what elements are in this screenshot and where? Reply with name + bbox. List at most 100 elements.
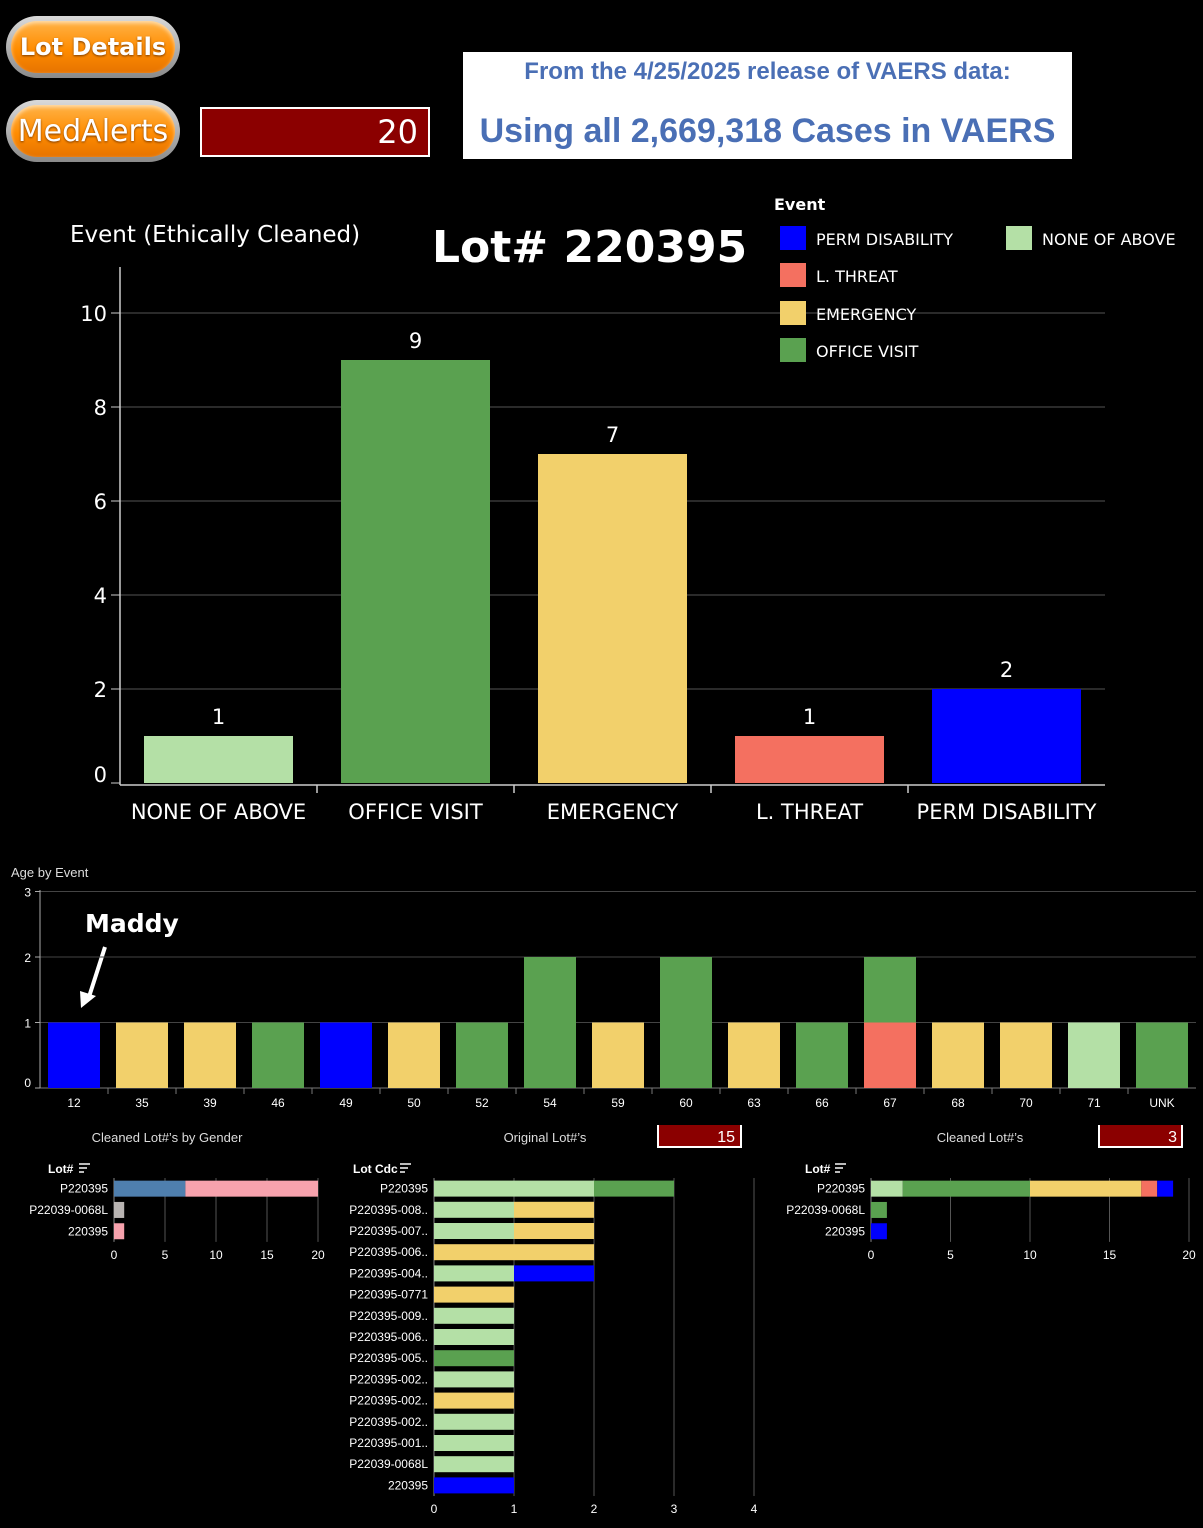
bar-perm-disability [932, 689, 1081, 783]
sort-icon[interactable] [79, 1163, 90, 1173]
h-bar-none-of-above [434, 1201, 514, 1218]
release-banner: From the 4/25/2025 release of VAERS data… [463, 52, 1072, 159]
h-row-label: P220395-008.. [349, 1203, 428, 1217]
maddy-arrow [80, 946, 107, 1008]
h-bar-none-of-above [871, 1180, 903, 1197]
h-bar-l-threat [1141, 1180, 1158, 1197]
main-y-tick-label: 8 [94, 396, 107, 420]
h-x-tick-label: 5 [162, 1248, 169, 1262]
legend-swatch-office-visit [780, 338, 806, 362]
medalerts-count-box: 20 [200, 107, 430, 157]
age-bar-46-office-visit [252, 1022, 304, 1088]
h-bar-female [114, 1223, 125, 1240]
age-x-label: 71 [1087, 1096, 1101, 1110]
age-bar-39-emergency [184, 1022, 236, 1088]
sort-icon[interactable] [400, 1163, 411, 1173]
h-bar-perm-disability [434, 1477, 514, 1494]
age-x-label: UNK [1149, 1096, 1174, 1110]
h-row-label: P220395 [380, 1182, 428, 1196]
age-x-label: 49 [339, 1096, 353, 1110]
age-bar-68-emergency [932, 1022, 984, 1088]
x-label-perm-disability: PERM DISABILITY [917, 800, 1097, 824]
h-row-label: P220395-001.. [349, 1436, 428, 1450]
main-y-tick-label: 0 [94, 763, 107, 787]
x-label-emergency: EMERGENCY [547, 800, 679, 824]
age-x-label: 70 [1019, 1096, 1033, 1110]
h-x-tick-label: 0 [111, 1248, 118, 1262]
h-bar-male [114, 1180, 186, 1197]
banner-line-1: From the 4/25/2025 release of VAERS data… [524, 58, 1011, 85]
h-row-label: P220395-007.. [349, 1224, 428, 1238]
legend-label-perm-disability: PERM DISABILITY [816, 230, 953, 249]
main-y-tick-label: 2 [94, 678, 107, 702]
lot-details-label: Lot Details [11, 21, 175, 73]
sort-icon[interactable] [835, 1163, 846, 1173]
cleaned-count-box [1098, 1125, 1183, 1148]
h-row-label: P220395-009.. [349, 1309, 428, 1323]
h-bar-emergency [434, 1286, 514, 1303]
age-bar-12-perm-disability [48, 1022, 100, 1088]
bar-l-threat [735, 736, 884, 783]
h-x-tick-label: 20 [311, 1248, 325, 1262]
age-y-tick-label: 1 [24, 1017, 31, 1031]
h-x-tick-label: 3 [671, 1502, 678, 1516]
age-bar-63-emergency [728, 1022, 780, 1088]
age-bar-unk-office-visit [1136, 1022, 1188, 1088]
bar-value-office-visit: 9 [409, 329, 422, 353]
h-bar-none-of-above [434, 1329, 514, 1345]
h-row-label: P220395-006.. [349, 1330, 428, 1344]
h-bar-office-visit [871, 1201, 887, 1218]
banner-line-2: Using all 2,669,318 Cases in VAERS [479, 112, 1056, 150]
h-row-label: P220395-002.. [349, 1394, 428, 1408]
age-bar-50-emergency [388, 1022, 440, 1088]
age-y-tick-label: 0 [24, 1076, 31, 1090]
cleaned-lots-chart: Cleaned Lot#’s 3 Lot# 0 5 10 15 20 P220395 P22… [786, 1125, 1196, 1262]
legend-swatch-perm-disability [780, 226, 806, 250]
event-chart-title: Lot# 220395 [432, 222, 747, 273]
h-x-tick-label: 15 [260, 1248, 274, 1262]
age-bar-70-emergency [1000, 1022, 1052, 1088]
legend-swatch-l-threat [780, 263, 806, 287]
bar-office-visit [341, 360, 490, 783]
h-row-label: 220395 [388, 1478, 428, 1492]
age-bar-71-none-of-above [1068, 1022, 1120, 1088]
age-x-label: 67 [883, 1096, 897, 1110]
h-x-tick-label: 15 [1103, 1248, 1117, 1262]
cleaned-count: 3 [1168, 1129, 1177, 1146]
bar-value-emergency: 7 [606, 423, 619, 447]
lot-details-button[interactable]: Lot Details [6, 16, 180, 78]
age-bar-59-emergency [592, 1022, 644, 1088]
original-chart-title: Original Lot#’s [504, 1130, 587, 1145]
legend-swatch-none-of-above [1006, 226, 1032, 250]
main-y-tick-label: 10 [80, 302, 107, 326]
age-y-tick-label: 3 [24, 886, 31, 900]
bar-none-of-above [144, 736, 293, 783]
medalerts-button[interactable]: MedAlerts [6, 100, 180, 162]
h-x-tick-label: 10 [1023, 1248, 1037, 1262]
original-count-box [657, 1125, 742, 1148]
legend-label-office-visit: OFFICE VISIT [816, 342, 919, 361]
h-bar-none-of-above [434, 1265, 514, 1282]
h-bar-perm-disability [514, 1265, 594, 1282]
h-row-label: P220395 [817, 1182, 865, 1196]
h-bar-none-of-above [434, 1413, 514, 1430]
h-row-label: P22039-0068L [29, 1203, 108, 1217]
age-x-label: 35 [135, 1096, 149, 1110]
age-bar-67-l-threat [864, 1022, 916, 1088]
age-x-label: 12 [67, 1096, 81, 1110]
h-x-tick-label: 0 [868, 1248, 875, 1262]
cleaned-chart-header: Lot# [805, 1162, 831, 1176]
event-chart-subtitle: Event (Ethically Cleaned) [70, 222, 360, 248]
age-x-label: 68 [951, 1096, 965, 1110]
h-bar-office-visit [434, 1350, 514, 1367]
original-chart-header: Lot Cdc [353, 1162, 398, 1176]
h-bar-unknown [114, 1201, 125, 1218]
h-bar-none-of-above [434, 1435, 514, 1451]
h-bar-none-of-above [434, 1180, 594, 1197]
h-x-tick-label: 4 [751, 1502, 758, 1516]
main-y-tick-label: 4 [94, 584, 107, 608]
age-bar-67-office-visit [864, 957, 916, 1023]
gender-chart-header: Lot# [48, 1162, 74, 1176]
medalerts-count: 20 [377, 113, 418, 151]
h-row-label: P220395-006.. [349, 1245, 428, 1259]
